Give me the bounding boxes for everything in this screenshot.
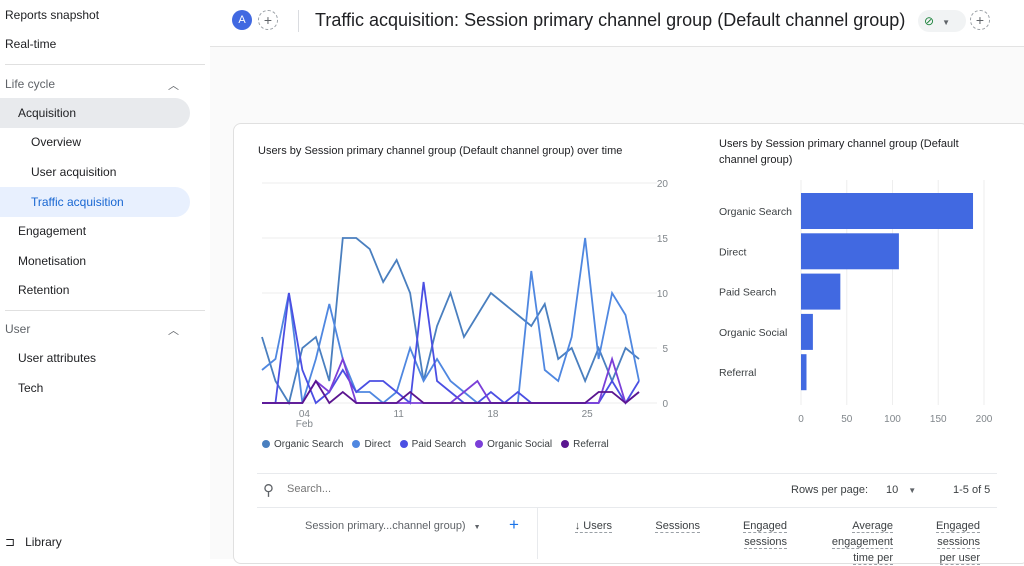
bar [801,193,974,229]
x-tick-label: 100 [884,414,901,425]
x-tick-label: 200 [976,414,993,425]
legend-item[interactable]: Paid Search [399,439,467,450]
sidebar-item-monetisation[interactable]: Monetisation [18,254,87,268]
x-tick-label: 11 [393,409,404,420]
legend-label: Referral [573,439,609,450]
category-label: Organic Search [719,206,792,218]
library-label: Library [25,535,62,549]
legend-item[interactable]: Referral [561,439,609,450]
bar-chart-title: Users by Session primary channel group (… [719,138,959,166]
search-icon[interactable]: ⚲ [263,482,274,499]
legend-label: Direct [364,439,391,450]
section-user[interactable]: User [5,322,31,336]
category-label: Paid Search [719,287,776,299]
add-icon[interactable]: + [970,10,990,30]
x-tick-label: 18 [487,409,499,420]
sidebar-item-user-acquisition[interactable]: User acquisition [31,165,117,179]
bar-chart: 0 50 100 150 200 Organic Search Direct Paid Sea… [719,180,993,425]
bar [801,313,813,350]
sidebar-item-engagement[interactable]: Engagement [18,224,87,238]
avatar[interactable]: A [232,10,252,30]
caret-down-icon: ▼ [473,524,481,531]
section-life-cycle[interactable]: Life cycle [5,77,56,91]
rows-per-page-value: 10 [886,484,899,496]
legend-label: Organic Social [487,439,553,450]
y-tick-label: 15 [657,234,669,245]
page-title: Traffic acquisition: Session primary cha… [315,10,906,30]
dimension-label: Session primary...channel group) [305,520,466,532]
add-dimension-icon[interactable]: + [509,515,519,534]
column-engaged-sessions-per-user[interactable]: Engaged sessions per user [935,520,980,565]
legend-item[interactable]: Organic Search [262,439,343,450]
saved-status-button[interactable]: ⊘ ▼ [918,10,966,32]
column-sessions[interactable]: Sessions [655,520,700,533]
x-tick-sublabel: Feb [296,419,314,430]
divider [5,64,205,65]
chart-legend: Organic Search Direct Paid Search Organic S… [262,439,609,450]
check-circle-icon: ⊘ [924,14,935,28]
chevron-up-icon[interactable]: ︿ [168,325,179,337]
divider [257,473,997,474]
sidebar-item-overview[interactable]: Overview [31,135,82,149]
caret-down-icon: ▼ [942,18,950,27]
sidebar-item-tech[interactable]: Tech [18,381,44,395]
bar [801,273,841,310]
x-tick-label: 0 [798,414,804,425]
divider [537,507,538,559]
legend-dot [352,440,361,448]
y-tick-label: 0 [662,399,668,410]
legend-item[interactable]: Direct [352,439,391,450]
legend-dot [561,440,570,448]
sidebar-item-acquisition[interactable]: Acquisition [0,98,190,128]
column-users[interactable]: ↓ Users [574,520,612,533]
legend-label: Paid Search [411,439,467,450]
search-input[interactable] [287,483,487,495]
y-tick-label: 20 [657,179,669,190]
rows-per-page-label: Rows per page: [791,484,869,496]
category-label: Organic Social [719,327,787,339]
rows-per-page-select[interactable]: 10 ▼ [886,484,916,496]
divider [257,507,997,508]
divider [298,10,299,32]
x-tick-label: 04 [299,409,311,420]
bar [801,354,807,391]
sidebar-item-real-time[interactable]: Real-time [5,37,57,51]
chevron-up-icon[interactable]: ︿ [168,80,179,92]
sidebar-item-reports-snapshot[interactable]: Reports snapshot [5,8,100,22]
legend-dot [399,440,408,448]
category-label: Direct [719,246,747,258]
bar [801,233,899,270]
dimension-select[interactable]: Session primary...channel group) ▼ [305,520,481,532]
pagination-text: 1-5 of 5 [953,484,991,496]
sidebar-item-user-attributes[interactable]: User attributes [18,351,97,365]
series-line-referral [262,379,640,405]
series-line-direct [261,237,640,405]
sidebar-item-traffic-acquisition[interactable]: Traffic acquisition [0,187,190,217]
x-tick-label: 50 [841,414,853,425]
sidebar: Reports snapshot Real-time Life cycle ︿ … [0,0,205,559]
legend-label: Organic Search [274,439,344,450]
legend-dot [262,440,270,448]
divider [5,310,205,311]
x-tick-label: 150 [930,414,947,425]
y-tick-label: 10 [657,289,669,300]
caret-down-icon: ▼ [908,486,917,495]
folder-icon: ⊐ [5,535,16,549]
add-comparison-icon[interactable]: + [258,10,278,30]
header: A + Traffic acquisition: Session primary… [210,0,1024,47]
legend-dot [475,440,484,448]
legend-item[interactable]: Organic Social [475,439,552,450]
line-chart-title: Users by Session primary channel group (… [258,145,623,157]
column-engaged-sessions[interactable]: Engaged sessions [742,520,787,549]
y-tick-label: 5 [662,344,668,355]
sidebar-item-retention[interactable]: Retention [18,283,70,297]
x-tick-label: 25 [582,409,594,420]
category-label: Referral [719,367,756,379]
library-link[interactable]: ⊐ Library [5,535,62,549]
series-line-organic-search [261,237,640,406]
